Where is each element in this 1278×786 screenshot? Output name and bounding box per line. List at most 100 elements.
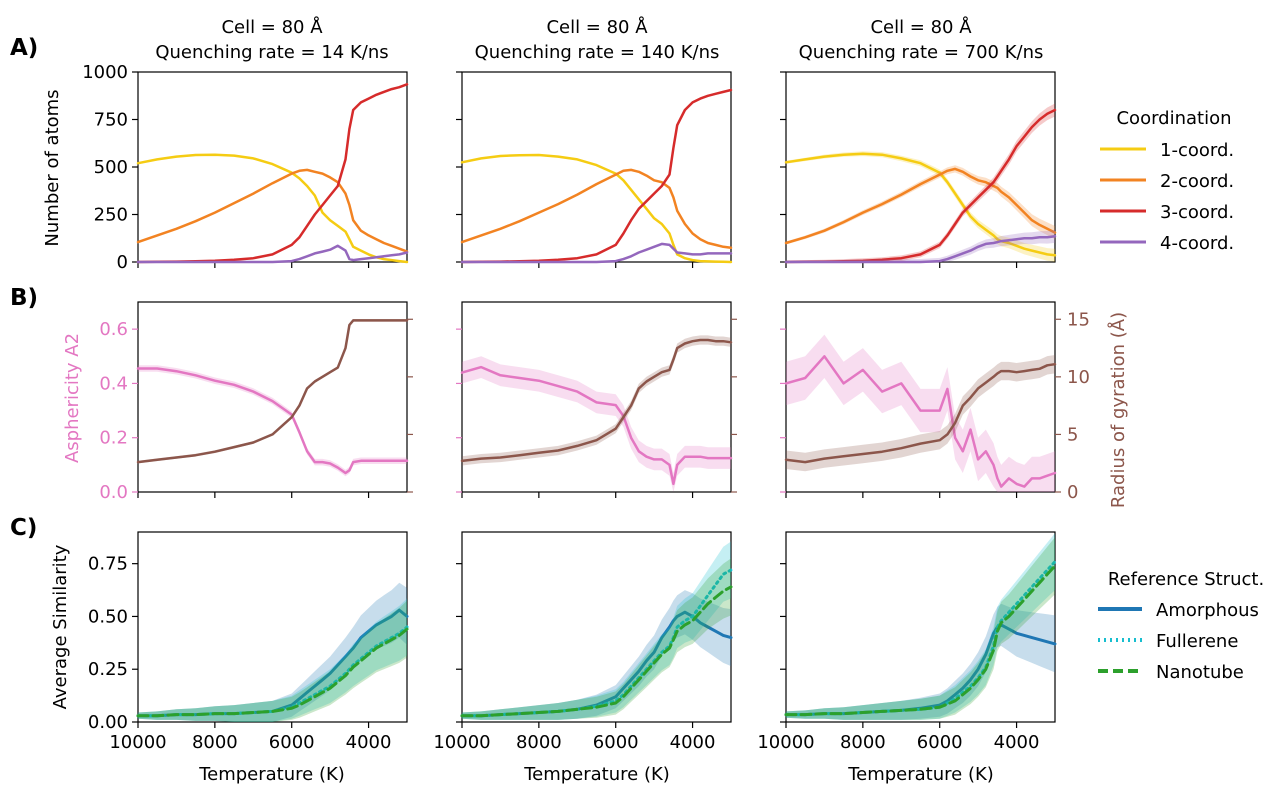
plot-frame-A-3	[785, 71, 1056, 263]
y-tick-label: 250	[94, 205, 128, 226]
y-tick-label: 0.25	[88, 659, 128, 680]
y-tick-label: 500	[94, 157, 128, 178]
row-label-a: A)	[10, 35, 38, 61]
plot-frame-C-2	[461, 531, 732, 723]
y-tick-label: 0	[117, 252, 128, 273]
series-line-4-coord	[460, 242, 733, 264]
band-2-coord	[786, 165, 1055, 245]
legend-coordination-title: Coordination	[1116, 108, 1231, 129]
x-tick-label: 10000	[109, 732, 166, 753]
y-tick-label: 1000	[82, 62, 128, 83]
legend-reference-structure: Reference Struct. Amorphous Fullerene Na…	[1098, 569, 1264, 683]
row-label-c: C)	[10, 515, 37, 541]
x-tick-label: 8000	[840, 732, 886, 753]
x-tick-label: 10000	[757, 732, 814, 753]
x-tick-label: 6000	[593, 732, 639, 753]
x-tick-label: 6000	[917, 732, 963, 753]
y-tick-label: 750	[94, 110, 128, 131]
x-tick-label: 4000	[346, 732, 392, 753]
band-amorphous	[462, 590, 731, 720]
y-tick-label: 0.00	[88, 712, 128, 733]
legend-label-4-coord: 4-coord.	[1160, 233, 1234, 254]
plot-frame-A-2	[461, 71, 732, 263]
column-title-2-line-2: Quenching rate = 140 K/ns	[475, 42, 720, 63]
series-line-1-coord	[784, 152, 1057, 257]
ylabel-row-b-right: Radius of gyration (Å)	[1107, 312, 1129, 508]
legend-reference-title: Reference Struct.	[1108, 569, 1264, 590]
series-line-nanotube	[136, 627, 409, 718]
y-tick-label: 0.75	[88, 554, 128, 575]
column-title-1-line-2: Quenching rate = 14 K/ns	[155, 42, 388, 63]
series-line-1-coord	[136, 153, 409, 264]
series-line-nanotube	[460, 585, 733, 718]
y-tick-label: 0.2	[99, 428, 128, 449]
legend-label-3-coord: 3-coord.	[1160, 202, 1234, 223]
legend-label-nanotube: Nanotube	[1156, 662, 1244, 683]
legend-label-1-coord: 1-coord.	[1160, 140, 1234, 161]
band-gyration	[138, 319, 407, 464]
band-nanotube	[138, 600, 407, 722]
band-amorphous	[786, 603, 1055, 720]
x-tick-label: 6000	[269, 732, 315, 753]
ylabel-row-c: Average Similarity	[50, 544, 71, 709]
x-tick-label: 8000	[192, 732, 238, 753]
column-title-3-line-1: Cell = 80 Å	[870, 16, 972, 38]
series-line-2-coord	[460, 168, 733, 250]
band-nanotube	[462, 558, 731, 720]
band-gyration	[462, 335, 731, 466]
series-line-2-coord	[784, 167, 1057, 245]
band-amorphous	[138, 582, 407, 722]
column-title-1-line-1: Cell = 80 Å	[221, 16, 323, 38]
legend-label-amorphous: Amorphous	[1156, 600, 1259, 621]
ylabel-row-b-left: Asphericity A2	[62, 333, 83, 463]
series-line-gyration	[460, 338, 733, 463]
ylabel-row-a: Number of atoms	[42, 89, 63, 246]
band-1-coord	[786, 151, 1055, 262]
x-tick-label: 4000	[994, 732, 1040, 753]
series-line-3-coord	[136, 83, 409, 264]
y-right-tick-label: 15	[1067, 309, 1090, 330]
xlabel-col-2: Temperature (K)	[523, 764, 670, 785]
series-line-nanotube	[784, 564, 1057, 717]
x-tick-label: 10000	[433, 732, 490, 753]
band-fullerene	[138, 598, 407, 722]
band-nanotube	[786, 537, 1055, 720]
series-line-asphericity	[784, 355, 1057, 488]
series-line-2-coord	[136, 168, 409, 253]
y-right-tick-label: 10	[1067, 367, 1090, 388]
series-line-gyration	[136, 319, 409, 464]
series-line-4-coord	[136, 244, 409, 264]
y-tick-label: 0.4	[99, 373, 128, 394]
legend-label-2-coord: 2-coord.	[1160, 171, 1234, 192]
series-line-1-coord	[460, 153, 733, 264]
legend-label-fullerene: Fullerene	[1156, 631, 1238, 652]
band-asphericity	[462, 356, 731, 492]
column-title-3-line-2: Quenching rate = 700 K/ns	[799, 42, 1044, 63]
x-tick-label: 8000	[516, 732, 562, 753]
series-line-asphericity	[136, 367, 409, 475]
series-line-4-coord	[784, 235, 1057, 264]
x-tick-label: 4000	[670, 732, 716, 753]
y-right-tick-label: 0	[1067, 482, 1078, 503]
y-tick-label: 0.50	[88, 606, 128, 627]
y-right-tick-label: 5	[1067, 424, 1078, 445]
series-line-gyration	[784, 362, 1057, 464]
column-title-2-line-1: Cell = 80 Å	[546, 16, 648, 38]
plot-frame-B-2	[461, 301, 732, 493]
series-line-3-coord	[784, 108, 1057, 264]
xlabel-col-1: Temperature (K)	[198, 764, 345, 785]
chart-marks: 0 250 500 750 1000 0.0 0.2 0.4 0.6 10000 8000 6000 4…	[82, 62, 1090, 753]
y-tick-label: 0.6	[99, 319, 128, 340]
band-4-coord	[786, 229, 1055, 262]
y-tick-label: 0.0	[99, 482, 128, 503]
legend-coordination: Coordination 1-coord. 2-coord. 3-coord. …	[1100, 108, 1234, 254]
plot-frame-B-1	[137, 301, 408, 493]
plot-frame-B-3	[785, 301, 1056, 493]
row-label-b: B)	[10, 285, 38, 311]
xlabel-col-3: Temperature (K)	[847, 764, 994, 785]
plot-frame-C-3	[785, 531, 1056, 723]
band-gyration	[786, 355, 1055, 472]
series-line-asphericity	[460, 365, 733, 486]
series-line-3-coord	[460, 88, 733, 264]
